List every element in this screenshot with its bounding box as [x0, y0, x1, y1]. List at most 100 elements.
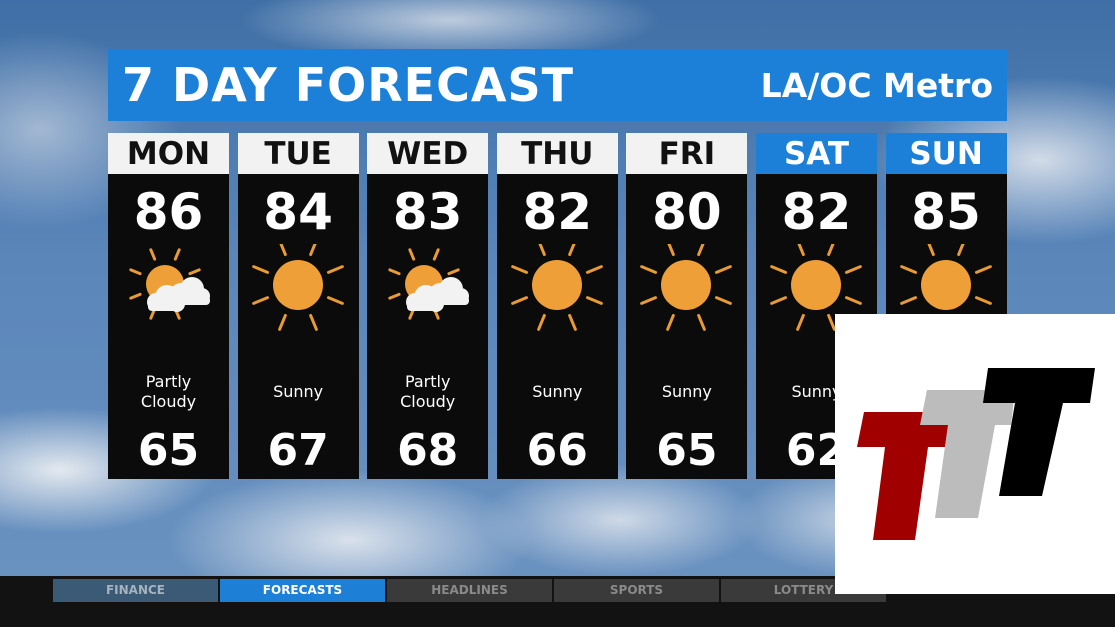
high-temp: 84 [263, 183, 333, 241]
sun-ray [447, 268, 460, 276]
forecast-header: 7 DAY FORECAST LA/OC Metro [108, 49, 1007, 121]
sun-icon [510, 244, 603, 331]
sun-ray [129, 292, 142, 300]
condition-text: Sunny [661, 382, 712, 401]
sun-ray [251, 265, 269, 274]
high-temp: 82 [522, 183, 593, 241]
sun-ray [926, 244, 935, 257]
condition-label: Partly Cloudy [108, 370, 229, 414]
sun-ray [827, 313, 836, 331]
day-name: WED [367, 133, 489, 174]
sun-ray [538, 244, 546, 257]
day-column-mon: MON 86 Partly Cloudy 65 [108, 133, 229, 479]
sun-ray [640, 265, 658, 274]
sun-ray [844, 296, 862, 305]
sun-icon [899, 244, 992, 331]
sun-ray [567, 313, 577, 331]
page-title: 7 DAY FORECAST [122, 58, 574, 112]
condition-label: Partly Cloudy [367, 370, 488, 414]
day-body: 80 Sunny 65 [626, 174, 748, 479]
sun-ray [844, 265, 862, 274]
sun-ray [899, 265, 917, 274]
low-temp: 65 [137, 425, 200, 476]
ticker-tab-finance[interactable]: FINANCE [53, 579, 218, 602]
sun-ray [899, 296, 917, 305]
cloud-shape [147, 277, 210, 312]
sun-icon [640, 244, 733, 331]
sun-ray [251, 296, 269, 305]
sun-disc [531, 260, 582, 310]
cloud-shape [406, 277, 470, 312]
ttt-logo-icon [857, 368, 1095, 540]
high-temp: 86 [133, 183, 204, 241]
day-body: 83 Partly Cloudy 68 [367, 174, 489, 479]
day-body: 84 Sunny 67 [237, 174, 359, 479]
ticker-bar: FINANCE FORECASTS HEADLINES SPORTS LOTTERY [0, 576, 1115, 627]
sun-disc [661, 260, 712, 310]
sun-ray [715, 265, 733, 274]
sun-ray [827, 244, 835, 257]
sun-ray [974, 265, 992, 274]
sun-ray [173, 248, 181, 261]
sun-ray [278, 244, 287, 257]
condition-label: Sunny [238, 370, 359, 414]
day-name: FRI [626, 133, 748, 174]
ticker-tab-forecasts[interactable]: FORECASTS [220, 579, 385, 602]
day-name: MON [108, 133, 229, 174]
day-column-wed: WED 83 Partly Cloudy 68 [367, 133, 489, 479]
sun-ray [567, 244, 576, 257]
high-temp: 85 [911, 183, 981, 241]
condition-label: Sunny [626, 370, 747, 414]
day-column-tue: TUE 84 Sunny 67 [237, 133, 359, 479]
high-temp: 80 [652, 183, 722, 241]
sun-ray [326, 296, 344, 305]
low-temp: 66 [526, 425, 588, 476]
sun-ray [770, 265, 787, 274]
sun-ray [585, 265, 603, 274]
channel-logo [835, 314, 1115, 594]
day-name: THU [496, 133, 618, 174]
sun-ray [308, 244, 317, 257]
sun-ray [277, 313, 287, 331]
condition-label: Sunny [756, 370, 877, 414]
ticker-tab-sports[interactable]: SPORTS [554, 579, 719, 602]
sun-ray [797, 244, 805, 257]
ticker-tab-headlines[interactable]: HEADLINES [387, 579, 552, 602]
sun-ray [326, 265, 344, 274]
sun-ray [697, 313, 707, 331]
sun-icon [251, 244, 344, 331]
sun-ray [433, 248, 440, 261]
sun-ray [956, 244, 965, 257]
condition-text: Partly Cloudy [400, 372, 456, 411]
condition-text: Sunny [791, 382, 842, 401]
condition-text: Sunny [273, 382, 324, 401]
high-temp: 82 [781, 183, 852, 241]
logo-letter-t [920, 390, 1015, 518]
sun-ray [510, 265, 528, 274]
sun-ray [715, 296, 733, 305]
sun-ray [536, 313, 546, 331]
sun-ray [974, 296, 992, 305]
sun-ray [667, 244, 676, 257]
sun-ray [388, 292, 401, 300]
sun-ray [388, 268, 401, 276]
sun-ray [666, 313, 676, 331]
high-temp: 83 [392, 183, 463, 241]
sun-ray [129, 268, 142, 276]
day-column-fri: FRI 80 Sunny 65 [626, 133, 748, 479]
low-temp: 67 [267, 425, 329, 476]
region-label: LA/OC Metro [760, 65, 993, 105]
sun-disc [790, 260, 841, 310]
sun-ray [585, 296, 603, 305]
partly-cloudy-icon [129, 248, 210, 320]
sun-ray [770, 296, 787, 305]
sun-ray [149, 248, 157, 261]
day-body: 86 Partly Cloudy 65 [108, 174, 229, 479]
sun-disc [920, 260, 971, 310]
sun-ray [408, 248, 416, 261]
logo-letter-t [983, 368, 1095, 496]
sun-ray [188, 268, 201, 276]
sun-ray [796, 313, 805, 331]
forecast-days: MON 86 Partly Cloudy 65 TUE 84 Sunny 67 … [108, 133, 1007, 479]
partly-cloudy-icon [388, 248, 470, 320]
